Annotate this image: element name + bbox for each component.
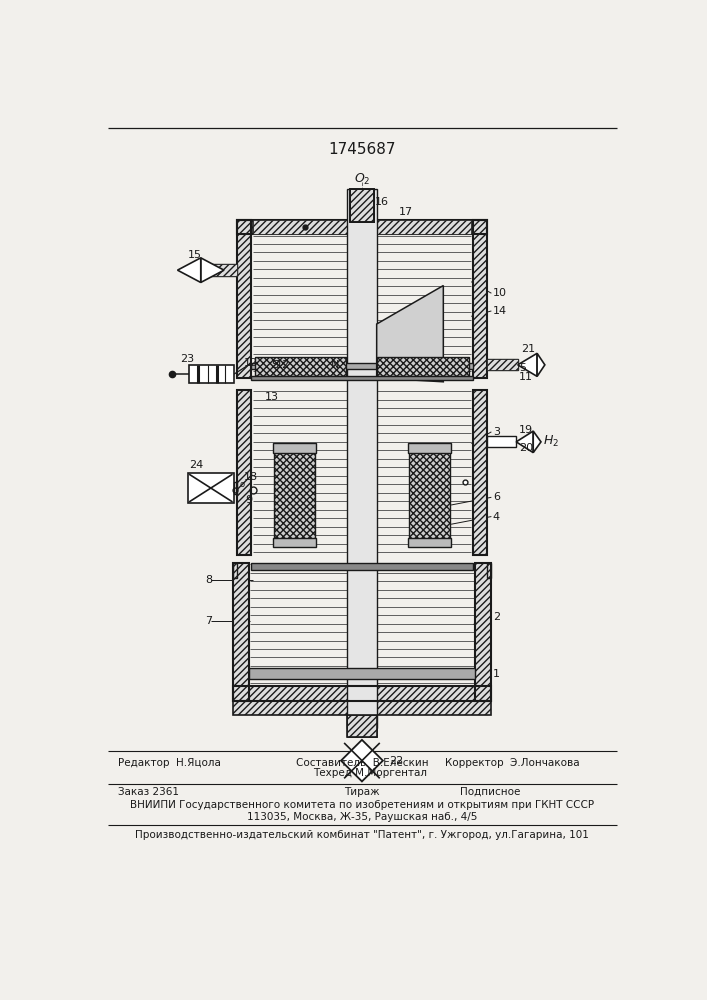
Bar [486,563,491,578]
Text: 9: 9 [245,495,252,505]
Text: Заказ 2361: Заказ 2361 [118,787,179,797]
Text: o: o [239,480,245,489]
Text: Тираж: Тираж [344,787,380,797]
Bar [473,220,486,378]
Bar [233,563,249,701]
Bar [187,473,234,503]
Bar [347,715,377,737]
Text: 3: 3 [493,427,500,437]
Bar [486,359,518,370]
Bar [378,357,469,376]
Text: 4: 4 [493,512,500,522]
Polygon shape [341,740,383,781]
Bar [274,451,315,540]
Bar [201,264,237,276]
Text: 18: 18 [243,472,257,482]
Bar [274,451,315,540]
Bar [237,220,251,378]
Polygon shape [177,258,201,282]
Bar [237,389,251,555]
Text: 113035, Москва, Ж-35, Раушская наб., 4/5: 113035, Москва, Ж-35, Раушская наб., 4/5 [247,812,477,822]
Bar [233,563,237,578]
Bar [475,563,491,701]
Bar [233,686,491,701]
Bar [233,701,491,715]
Polygon shape [533,431,541,453]
Text: $O_2$: $O_2$ [354,172,370,187]
Bar [473,220,486,378]
Text: 1: 1 [493,669,500,679]
Text: Подписное: Подписное [460,787,521,797]
Polygon shape [201,258,224,282]
Text: 19: 19 [519,425,533,435]
Text: Техред М.Моргентал: Техред М.Моргентал [312,768,427,778]
Text: Корректор  Э.Лончакова: Корректор Э.Лончакова [445,758,580,768]
Text: 12: 12 [243,358,257,368]
Text: $H_2$: $H_2$ [543,434,559,449]
Bar [251,563,473,570]
Text: 24: 24 [189,460,204,470]
Bar [347,715,377,737]
Bar [408,538,451,547]
Bar [255,357,346,376]
Bar [473,389,486,555]
Text: 12: 12 [276,360,290,370]
Bar [201,264,237,276]
Bar [237,389,251,555]
Bar [486,436,516,447]
Text: 2: 2 [493,612,500,622]
Bar [249,668,475,679]
Text: ВНИИПИ Государственного комитета по изобретениям и открытиям при ГКНТ СССР: ВНИИПИ Государственного комитета по изоб… [130,800,594,810]
Text: Производственно-издательский комбинат "Патент", г. Ужгород, ул.Гагарина, 101: Производственно-издательский комбинат "П… [135,830,589,840]
Text: 1745687: 1745687 [328,142,396,157]
Bar [237,220,251,378]
Bar [408,443,451,453]
Bar [233,686,491,701]
Polygon shape [537,353,545,376]
Text: Редактор  Н.Яцола: Редактор Н.Яцола [118,758,221,768]
Polygon shape [516,431,533,453]
Bar [255,357,346,376]
Text: 17: 17 [398,207,412,217]
Bar [347,189,377,728]
Bar [251,376,473,380]
Text: 23: 23 [180,354,194,364]
Text: 13: 13 [265,392,279,402]
Bar [252,220,472,234]
Bar [237,220,486,234]
Text: 11: 11 [519,372,533,382]
Text: S: S [271,360,278,370]
Polygon shape [377,286,443,382]
Bar [237,220,486,234]
Text: 15: 15 [188,250,202,260]
Text: 7: 7 [205,615,212,626]
Bar [409,451,450,540]
Polygon shape [518,353,537,376]
Bar [473,389,486,555]
Text: 21: 21 [522,344,536,354]
Text: 14: 14 [493,306,507,316]
Text: N: N [331,360,339,370]
Bar [378,357,469,376]
Bar [273,538,316,547]
Bar [349,189,374,222]
Bar [251,363,473,369]
Text: 20: 20 [519,443,533,453]
Bar [233,563,249,701]
Text: 5: 5 [519,363,526,373]
Bar [234,482,237,494]
Bar [252,220,472,234]
Bar [475,563,491,701]
Text: 16: 16 [375,197,389,207]
Bar [189,365,234,383]
Text: 22: 22 [389,756,403,766]
Bar [409,451,450,540]
Text: 8: 8 [205,575,212,585]
Text: 10: 10 [493,288,507,298]
Text: Составитель  В.Елескин: Составитель В.Елескин [296,758,428,768]
Bar [486,359,518,370]
Text: 6: 6 [493,492,500,502]
Bar [349,189,374,222]
Bar [273,443,316,453]
